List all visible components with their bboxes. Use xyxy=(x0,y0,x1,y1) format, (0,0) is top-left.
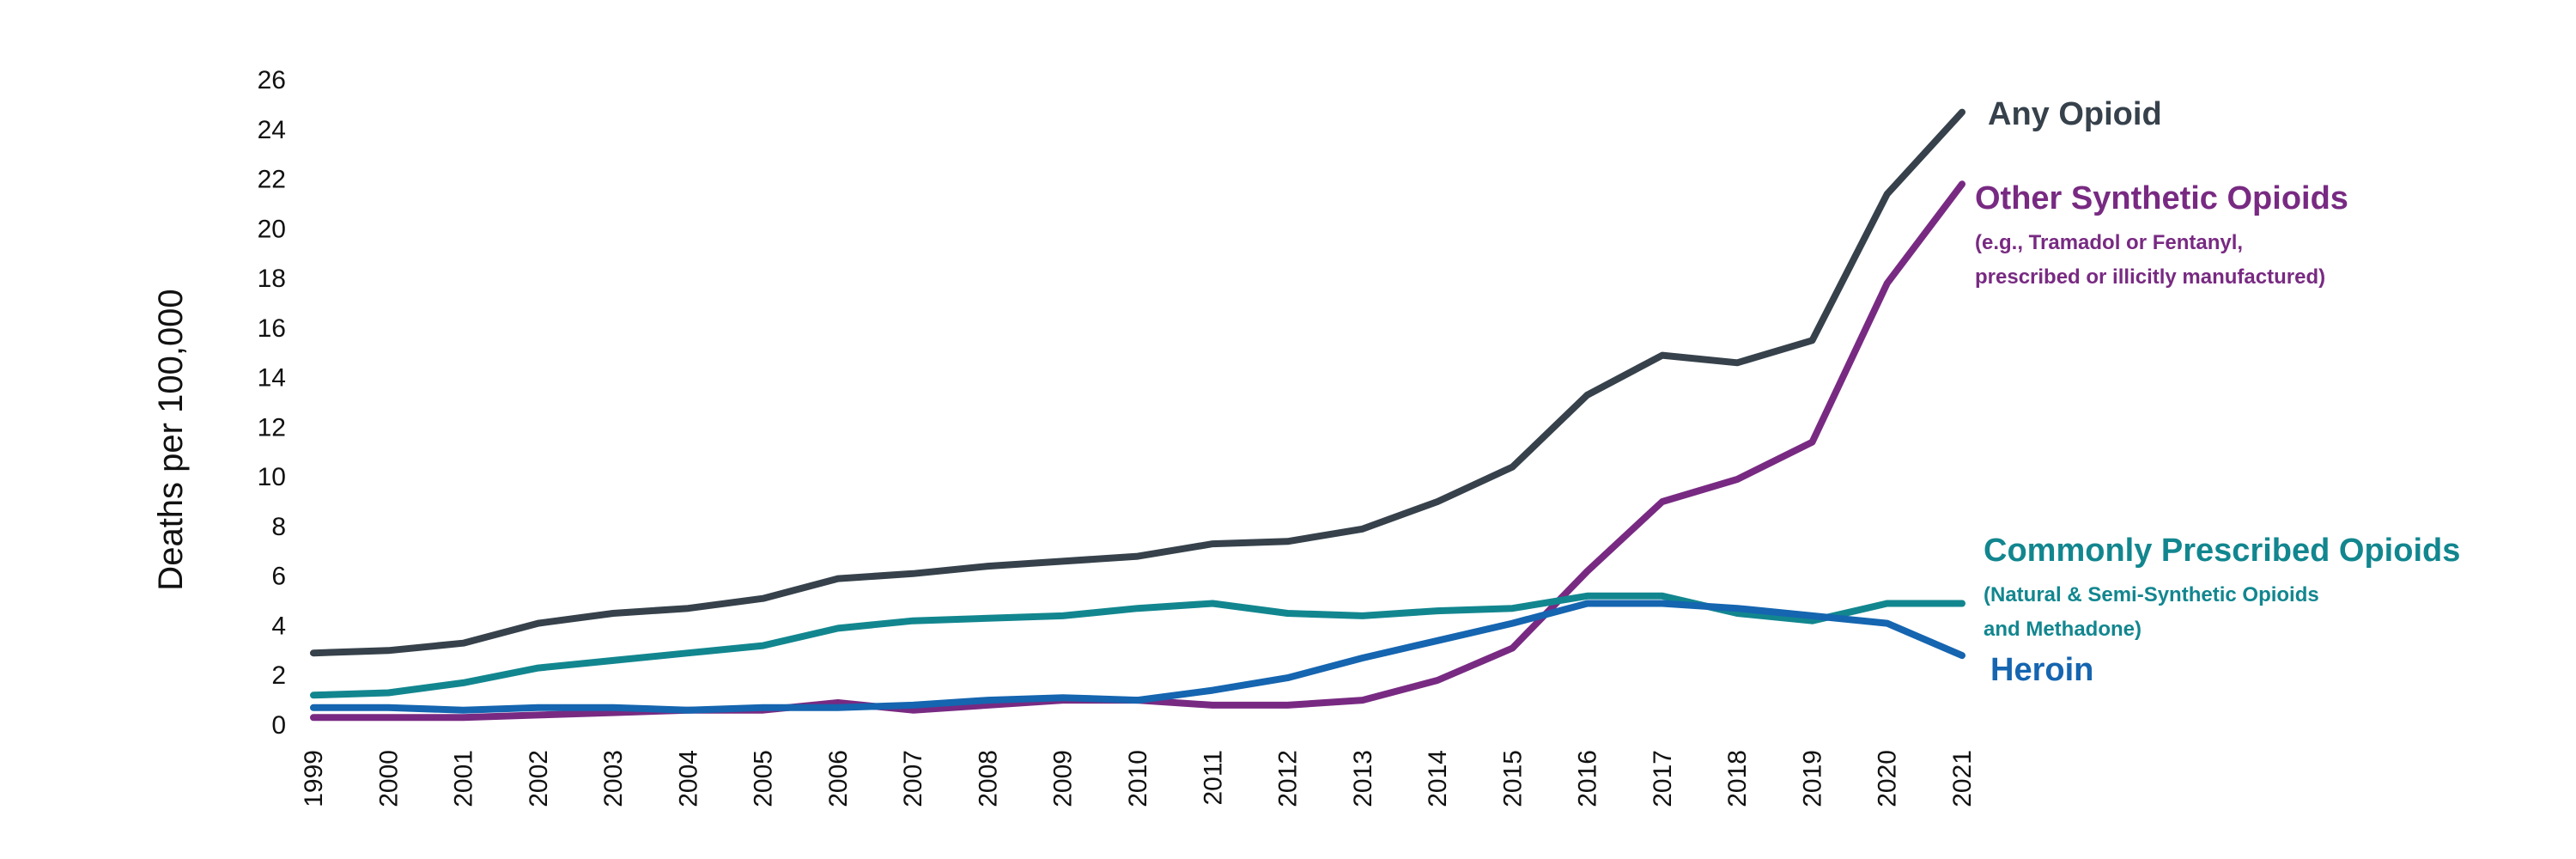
x-tick-label: 2002 xyxy=(525,750,553,807)
y-tick-label: 24 xyxy=(258,116,286,144)
x-tick-label: 2008 xyxy=(974,750,1002,807)
y-tick-label: 14 xyxy=(258,364,286,393)
x-tick-label: 2013 xyxy=(1349,750,1377,807)
series-line-any-opioid xyxy=(310,108,1965,657)
series-note-line: prescribed or illicitly manufactured) xyxy=(1975,265,2325,289)
y-axis-title: Deaths per 100,000 xyxy=(152,289,190,590)
x-tick-label: 2020 xyxy=(1874,750,1902,807)
y-tick-label: 12 xyxy=(258,413,286,442)
series-label-heroin: Heroin xyxy=(1990,652,2093,688)
x-tick-label: 2016 xyxy=(1574,750,1602,807)
x-tick-label: 2005 xyxy=(750,750,778,807)
y-tick-label: 4 xyxy=(271,612,286,640)
series-note-line: (Natural & Semi-Synthetic Opioids xyxy=(1984,583,2319,606)
x-tick-label: 2015 xyxy=(1498,750,1527,807)
series-note-line: (e.g., Tramadol or Fentanyl, xyxy=(1975,231,2243,254)
x-tick-label: 2018 xyxy=(1723,750,1752,807)
y-tick-label: 16 xyxy=(258,314,286,343)
x-tick-label: 2019 xyxy=(1798,750,1826,807)
x-tick-label: 2011 xyxy=(1199,750,1227,806)
y-tick-label: 6 xyxy=(271,563,286,591)
y-tick-label: 20 xyxy=(258,215,286,243)
x-tick-label: 1999 xyxy=(300,750,328,807)
y-tick-label: 22 xyxy=(258,166,286,194)
y-tick-label: 8 xyxy=(271,513,286,541)
y-tick-label: 2 xyxy=(271,661,286,690)
y-tick-label: 26 xyxy=(258,66,286,94)
x-tick-label: 2000 xyxy=(374,750,403,807)
x-tick-label: 2006 xyxy=(824,750,853,807)
series-label-any-opioid: Any Opioid xyxy=(1988,96,2162,132)
x-tick-label: 2017 xyxy=(1649,750,1677,807)
x-tick-label: 2012 xyxy=(1274,750,1303,807)
x-tick-label: 2010 xyxy=(1124,750,1152,807)
x-tick-label: 2001 xyxy=(450,750,478,807)
series-label-other-synthetic-opioids: Other Synthetic Opioids xyxy=(1975,180,2348,216)
series-note-line: and Methadone) xyxy=(1984,618,2142,641)
series-label-commonly-prescribed-opioids: Commonly Prescribed Opioids xyxy=(1984,533,2460,569)
series-line-heroin xyxy=(310,600,1965,714)
y-tick-label: 0 xyxy=(271,711,286,740)
y-tick-label: 10 xyxy=(258,463,286,491)
x-tick-label: 2014 xyxy=(1424,750,1452,807)
x-tick-label: 2004 xyxy=(674,750,702,807)
x-tick-label: 2009 xyxy=(1049,750,1078,807)
x-tick-label: 2021 xyxy=(1948,750,1977,807)
series-line-commonly-prescribed-opioids xyxy=(310,592,1965,699)
series-lines-layer xyxy=(310,108,1965,722)
x-tick-label: 2003 xyxy=(599,750,628,807)
series-line-other-synthetic-opioids xyxy=(310,180,1965,722)
x-tick-label: 2007 xyxy=(899,750,927,807)
y-tick-label: 18 xyxy=(258,265,286,293)
series-labels-layer: Any Opioid Other Synthetic Opioids (e.g., … xyxy=(1975,96,2460,688)
